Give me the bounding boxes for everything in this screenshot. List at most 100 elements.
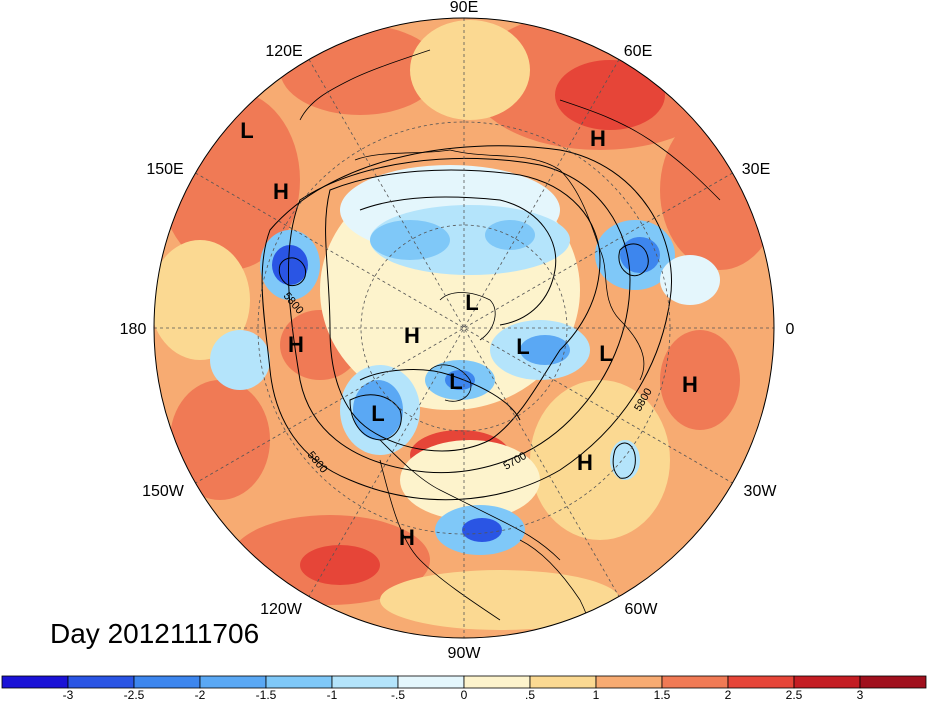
- latitude-circle: [360, 224, 568, 432]
- coastline: [299, 49, 431, 121]
- colorbar-segment: [727, 675, 795, 689]
- colorbar-segment: [199, 675, 267, 689]
- mild-zone: [530, 380, 670, 540]
- pressure-center-high: H: [577, 450, 593, 475]
- colorbar-segment: [133, 675, 201, 689]
- cool-zone: [610, 440, 640, 480]
- warm-zone: [660, 330, 740, 430]
- colorbar-segment: [661, 675, 729, 689]
- meridian: [308, 59, 620, 597]
- colorbar-segment: [529, 675, 597, 689]
- colorbar-tick-label: -2: [195, 688, 206, 702]
- colorbar-tick-label: 2.5: [786, 688, 803, 702]
- date-label: Day 2012111706: [50, 618, 260, 649]
- cool-zone: [520, 335, 570, 365]
- pressure-center-high: H: [399, 525, 415, 550]
- pressure-center-low: L: [449, 369, 462, 394]
- lon-label: 150W: [142, 483, 185, 500]
- warm-zone: [300, 545, 380, 585]
- cool-zone: [620, 237, 660, 273]
- mild-zone: [154, 240, 250, 360]
- pressure-center-low: L: [240, 118, 253, 143]
- mild-zone: [400, 440, 540, 520]
- coastlines: [299, 49, 721, 638]
- contour: [278, 257, 307, 287]
- contour: [359, 369, 521, 421]
- colorbar-tick-label: -2.5: [124, 688, 145, 702]
- cool-zone: [485, 220, 535, 250]
- coastline: [519, 539, 601, 638]
- contour: [612, 442, 636, 479]
- colorbar-tick-label: .5: [525, 688, 535, 702]
- colorbar-segment: [859, 675, 927, 689]
- colorbar-segment: [397, 675, 465, 689]
- lon-label: 120W: [260, 601, 303, 618]
- mild-zone: [410, 20, 530, 120]
- lon-label: 90E: [450, 0, 478, 16]
- coastline: [379, 439, 561, 561]
- cool-zone: [210, 330, 270, 390]
- coastline: [379, 459, 501, 621]
- colorbar-tick-label: 2: [725, 688, 732, 702]
- colorbar: -3 -2.5 -2 -1.5 -1 -.5 0 .5 1 1.5 2 2.5 3: [1, 675, 927, 702]
- contour: [349, 394, 402, 441]
- colorbar-tick-label: 1.5: [654, 688, 671, 702]
- coastline: [354, 149, 645, 381]
- lon-label: 30W: [744, 483, 778, 500]
- cool-zone: [272, 245, 308, 285]
- meridian: [195, 172, 733, 484]
- mild-zone: [380, 570, 620, 630]
- colorbar-segment: [463, 675, 531, 689]
- map-border: [153, 17, 775, 639]
- warm-zone: [555, 60, 665, 130]
- colorbar-segment: [67, 675, 135, 689]
- pressure-center-high: H: [288, 332, 304, 357]
- contour: [359, 196, 557, 326]
- cool-zone: [660, 255, 720, 305]
- pressure-centers: L H H H L H H L L L H L L H H: [240, 118, 698, 550]
- contour: [325, 169, 601, 452]
- pressure-center-high: H: [404, 323, 420, 348]
- lon-label: 90W: [448, 645, 482, 662]
- contour: [261, 145, 672, 501]
- cool-zone: [462, 518, 502, 542]
- pressure-center-high: H: [590, 126, 606, 151]
- pressure-center-low: L: [371, 401, 384, 426]
- contour: [618, 243, 649, 277]
- meridian: [195, 172, 733, 484]
- colorbar-segment: [1, 675, 69, 689]
- pressure-center-low: L: [516, 334, 529, 359]
- warm-zone: [660, 110, 774, 270]
- colorbar-tick-label: 3: [857, 688, 864, 702]
- colorbar-segment: [331, 675, 399, 689]
- coastline: [439, 292, 496, 341]
- pressure-center-low: L: [465, 290, 478, 315]
- lon-label: 60E: [624, 43, 652, 60]
- lon-label: 180: [120, 321, 147, 338]
- colorbar-tick-label: -1: [327, 688, 338, 702]
- longitude-labels: 90E 60E 30E 0 30W 60W 90W 120W 150W 180 …: [120, 0, 795, 662]
- colorbar-segment: [793, 675, 861, 689]
- colorbar-tick-label: -3: [63, 688, 74, 702]
- pressure-center-low: L: [599, 341, 612, 366]
- colorbar-tick-label: -1.5: [256, 688, 277, 702]
- pressure-center-high: H: [682, 372, 698, 397]
- graticule: [154, 18, 774, 638]
- lon-label: 150E: [146, 161, 183, 178]
- contour: [287, 157, 631, 473]
- pressure-center-high: H: [273, 179, 289, 204]
- height-contours: [261, 145, 672, 501]
- colorbar-segment: [595, 675, 663, 689]
- coastline: [429, 364, 472, 402]
- meridian: [308, 59, 620, 597]
- colorbar-tick-label: -.5: [391, 688, 405, 702]
- cool-zone: [445, 370, 475, 390]
- lon-label: 0: [786, 321, 795, 338]
- colorbar-segment: [265, 675, 333, 689]
- colorbar-tick-label: 0: [461, 688, 468, 702]
- coastline: [559, 99, 721, 201]
- warm-zone: [170, 380, 270, 500]
- lon-label: 120E: [265, 43, 302, 60]
